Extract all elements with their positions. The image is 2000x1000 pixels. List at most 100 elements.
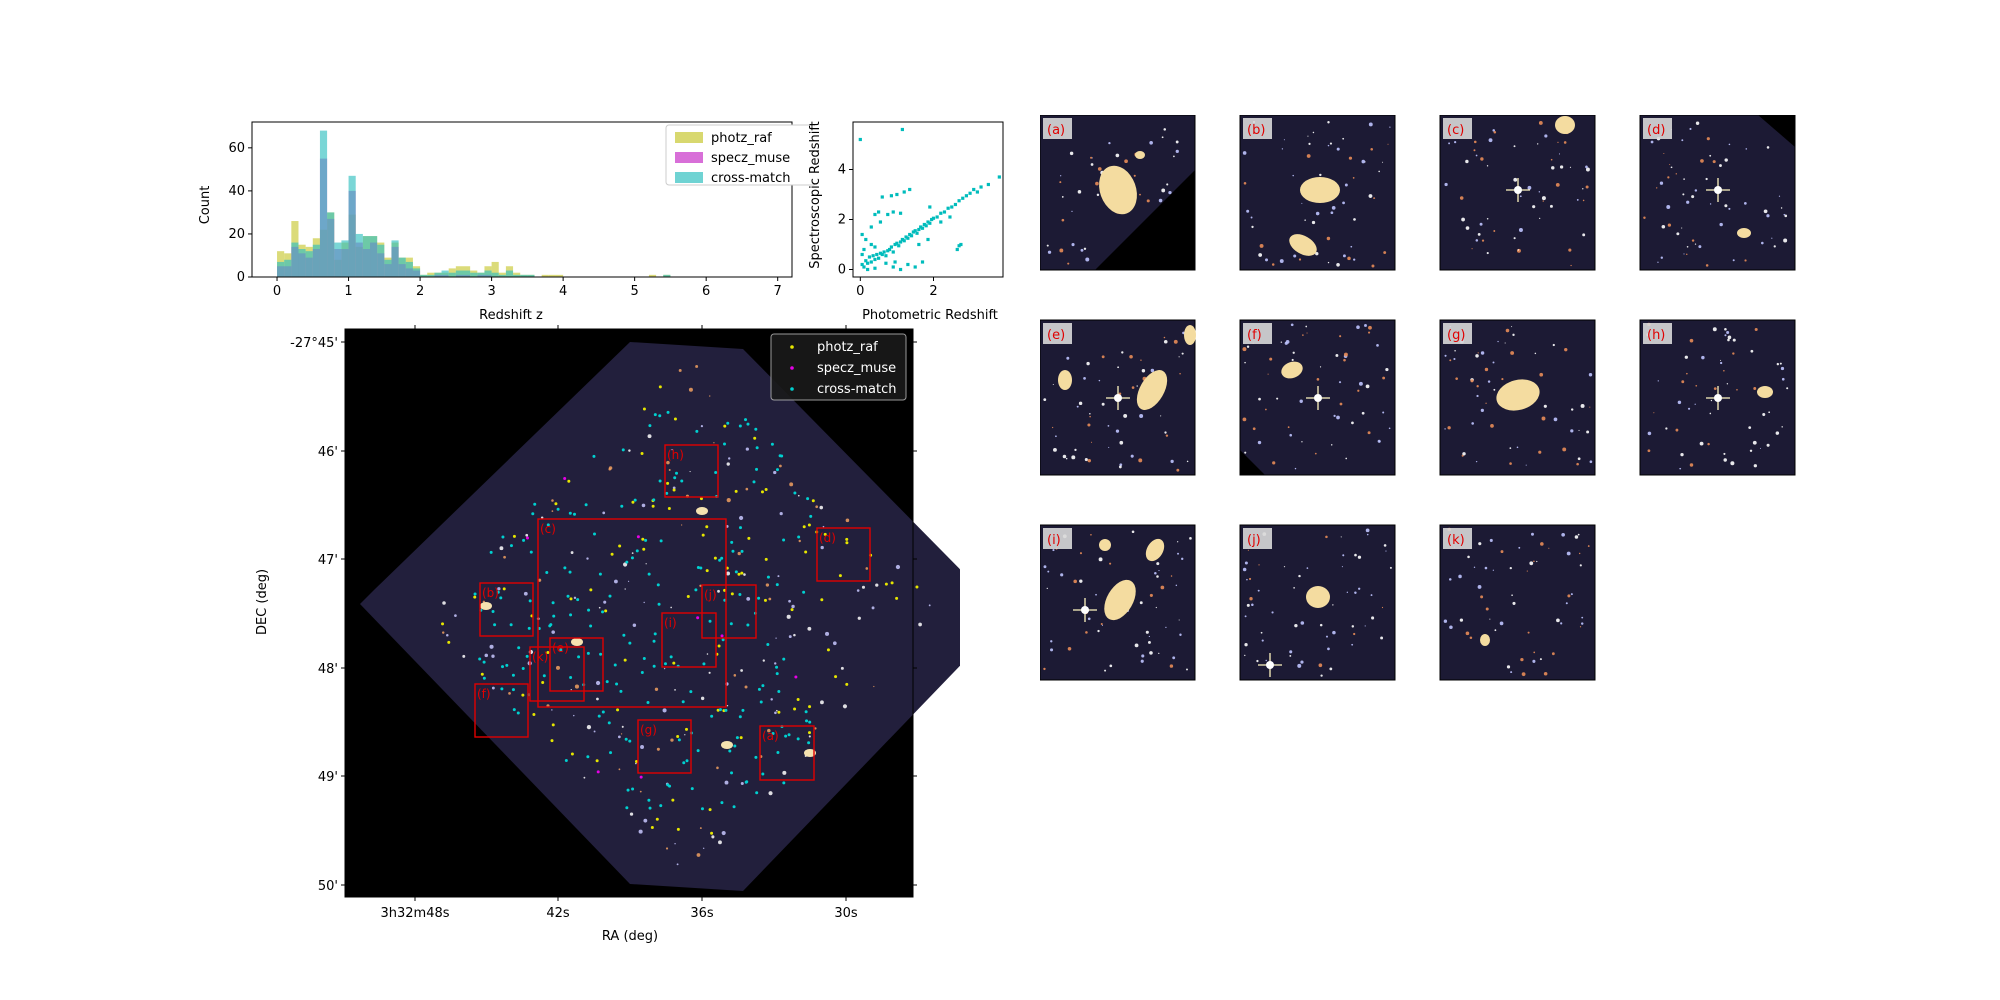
sky-catalog-marker <box>700 807 704 811</box>
thumbnail-source <box>1259 243 1264 248</box>
thumbnail-source <box>1511 326 1513 328</box>
thumbnail-source <box>1343 352 1348 357</box>
thumbnail-galaxy <box>1184 325 1196 345</box>
thumbnail-source <box>1242 347 1247 352</box>
sky-catalog-marker <box>680 479 684 483</box>
sky-catalog-marker <box>640 452 644 456</box>
thumbnail-source <box>1271 611 1274 614</box>
sky-ytick-label: 50' <box>318 879 338 894</box>
scatter-point <box>939 220 943 224</box>
hist-bar-cross-match <box>462 270 471 277</box>
thumbnail-source <box>1083 247 1087 251</box>
thumbnail-source <box>1361 411 1365 415</box>
thumbnail-star <box>1514 186 1522 194</box>
thumbnail-source <box>1581 622 1584 625</box>
thumbnail-source <box>1783 213 1786 216</box>
thumbnail-source <box>1087 423 1091 427</box>
thumbnail-source <box>1364 625 1366 627</box>
sky-source <box>788 599 791 603</box>
thumbnail-source <box>1709 203 1712 205</box>
sky-catalog-marker <box>447 640 451 644</box>
sky-catalog-marker <box>738 424 742 428</box>
sky-catalog-marker <box>473 592 477 596</box>
sky-catalog-marker <box>686 595 690 599</box>
sky-source <box>745 447 749 451</box>
thumbnail-source <box>1533 560 1535 563</box>
hist-bar-cross-match <box>391 240 399 277</box>
sky-source <box>676 863 679 866</box>
thumbnail-source <box>1778 195 1781 197</box>
thumbnail-source <box>1679 467 1682 470</box>
hist-bar-cross-match <box>405 261 413 277</box>
sky-source <box>774 711 777 715</box>
sky-catalog-marker <box>797 535 801 539</box>
legend-marker-photz-raf <box>790 345 794 349</box>
thumbnail-h: (h) <box>1639 319 1796 476</box>
thumbnail-source <box>1342 254 1346 258</box>
sky-source <box>489 644 494 649</box>
sky-catalog-marker <box>655 817 659 821</box>
sky-catalog-marker <box>782 781 786 785</box>
thumbnail-source <box>1133 174 1136 177</box>
thumbnail-source <box>1294 623 1298 628</box>
cutout-thumbnail-grid: (a) (b) (c) (d) (e) (f) (g) (h) (i) (j) (k) <box>1040 115 1796 681</box>
hist-bar-cross-match <box>298 249 306 277</box>
thumbnail-label-box <box>1243 323 1272 344</box>
thumbnail-source <box>1754 327 1758 332</box>
thumbnail-source <box>1079 579 1083 583</box>
sky-source <box>711 835 715 839</box>
thumbnail-source <box>1107 424 1110 427</box>
sky-source <box>726 497 731 503</box>
sky-catalog-marker <box>716 708 720 712</box>
thumbnail-source <box>1582 188 1584 190</box>
sky-catalog-marker <box>755 791 759 795</box>
sky-catalog-marker <box>805 719 809 723</box>
thumbnail-label: (g) <box>1447 328 1465 343</box>
thumbnail-source <box>1484 367 1489 372</box>
sky-catalog-marker <box>845 541 849 545</box>
region-box-c <box>537 518 727 708</box>
thumbnail-source <box>1096 193 1100 197</box>
thumbnail-source <box>1354 553 1357 557</box>
sky-catalog-marker <box>604 609 608 613</box>
scatter-point <box>869 225 873 229</box>
sky-catalog-marker <box>512 708 516 712</box>
thumbnail-source <box>1552 343 1555 347</box>
hist-bar-cross-match <box>470 272 478 277</box>
sky-source <box>670 738 674 742</box>
scatter-point <box>898 240 903 244</box>
sky-catalog-marker <box>807 731 811 735</box>
thumbnail-source <box>1258 253 1263 257</box>
thumbnail-source <box>1258 397 1261 401</box>
sky-catalog-marker <box>747 536 751 540</box>
sky-catalog-marker <box>755 446 759 450</box>
sky-source <box>593 730 596 733</box>
thumbnail-source <box>1186 460 1189 463</box>
thumbnail-source <box>1745 148 1748 150</box>
thumbnail-source <box>1130 454 1134 458</box>
thumbnail-source <box>1101 355 1105 359</box>
sky-source <box>744 685 748 689</box>
thumbnail-source <box>1555 182 1560 187</box>
thumbnail-source <box>1477 232 1481 236</box>
scatter-point <box>886 212 890 217</box>
sky-source <box>699 827 702 830</box>
scatter-point <box>889 194 894 198</box>
thumbnail-source <box>1173 155 1175 158</box>
thumbnail-source <box>1370 594 1373 596</box>
thumbnail-source <box>1499 621 1504 626</box>
thumbnail-star <box>1714 394 1722 402</box>
thumbnail-f: (f) <box>1239 319 1396 476</box>
thumbnail-source <box>1098 379 1101 382</box>
sky-source <box>726 704 729 707</box>
sky-catalog-marker <box>642 547 646 551</box>
sky-catalog-marker <box>735 736 739 740</box>
sky-catalog-marker <box>652 498 656 502</box>
thumbnail-source <box>1242 151 1247 155</box>
scatter-point <box>898 211 903 215</box>
thumbnail-source <box>1060 175 1062 177</box>
sky-source <box>717 589 720 593</box>
scatter-point <box>902 190 906 194</box>
sky-catalog-marker <box>556 507 560 511</box>
scatter-point <box>873 257 877 262</box>
